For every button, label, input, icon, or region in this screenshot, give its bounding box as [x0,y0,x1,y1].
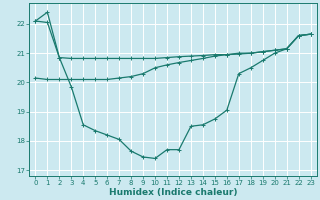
X-axis label: Humidex (Indice chaleur): Humidex (Indice chaleur) [109,188,237,197]
